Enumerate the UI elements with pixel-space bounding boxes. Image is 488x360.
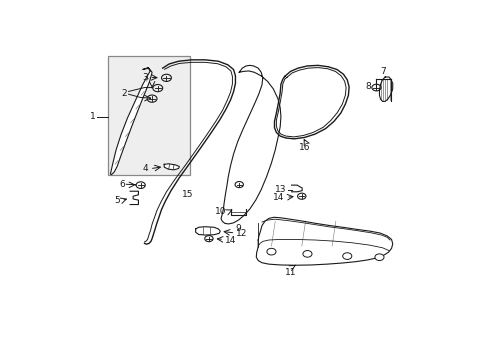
- Circle shape: [374, 254, 383, 261]
- Polygon shape: [110, 68, 152, 175]
- Polygon shape: [195, 227, 220, 235]
- Polygon shape: [379, 77, 392, 102]
- Text: 16: 16: [299, 143, 310, 152]
- Text: 13: 13: [275, 185, 286, 194]
- Text: 2: 2: [122, 89, 127, 98]
- Text: 6: 6: [119, 180, 124, 189]
- Polygon shape: [256, 217, 392, 265]
- Text: 10: 10: [215, 207, 226, 216]
- Text: 4: 4: [142, 164, 148, 173]
- Circle shape: [342, 253, 351, 260]
- Polygon shape: [130, 191, 138, 204]
- Text: 7: 7: [380, 67, 386, 76]
- Polygon shape: [221, 66, 280, 224]
- Circle shape: [266, 248, 275, 255]
- Text: 14: 14: [273, 193, 284, 202]
- Polygon shape: [291, 185, 302, 192]
- Text: 8: 8: [365, 82, 370, 91]
- FancyBboxPatch shape: [108, 56, 189, 175]
- Text: 1: 1: [90, 112, 96, 121]
- Polygon shape: [164, 164, 179, 170]
- Text: 9: 9: [235, 224, 241, 233]
- Text: 12: 12: [236, 229, 247, 238]
- Text: 14: 14: [224, 235, 236, 244]
- Text: 3: 3: [142, 73, 147, 82]
- Text: 15: 15: [182, 190, 193, 199]
- Text: 11: 11: [284, 268, 296, 277]
- Text: 5: 5: [114, 196, 120, 205]
- Circle shape: [302, 251, 311, 257]
